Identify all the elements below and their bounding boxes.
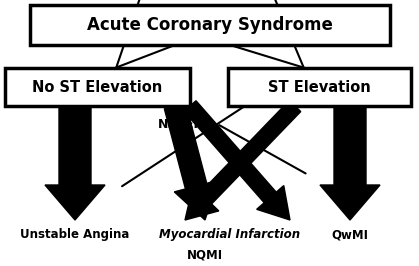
Text: Myocardial Infarction: Myocardial Infarction xyxy=(160,228,300,241)
Polygon shape xyxy=(184,101,290,220)
Polygon shape xyxy=(45,106,105,220)
Polygon shape xyxy=(164,103,218,220)
Text: Unstable Angina: Unstable Angina xyxy=(20,228,130,241)
Text: NSTEMI: NSTEMI xyxy=(158,118,212,131)
Text: ST Elevation: ST Elevation xyxy=(268,80,371,94)
Polygon shape xyxy=(320,106,380,220)
FancyBboxPatch shape xyxy=(5,68,190,106)
FancyBboxPatch shape xyxy=(228,68,411,106)
Text: QwMI: QwMI xyxy=(331,228,368,241)
Text: No ST Elevation: No ST Elevation xyxy=(32,80,163,94)
Text: Acute Coronary Syndrome: Acute Coronary Syndrome xyxy=(87,16,333,34)
Text: NQMI: NQMI xyxy=(187,248,223,261)
FancyBboxPatch shape xyxy=(30,5,390,45)
Polygon shape xyxy=(185,101,301,220)
